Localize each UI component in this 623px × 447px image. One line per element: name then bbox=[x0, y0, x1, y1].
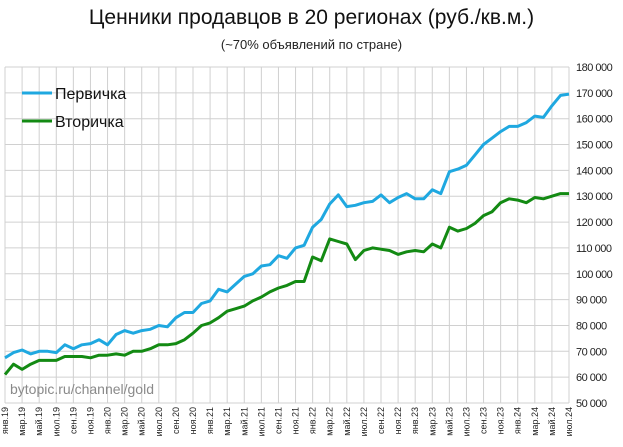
x-tick-label: мар.21 bbox=[222, 407, 232, 436]
y-tick-label: 80 000 bbox=[576, 320, 607, 332]
y-tick-label: 70 000 bbox=[576, 346, 607, 358]
y-tick-label: 120 000 bbox=[576, 217, 613, 229]
x-tick-label: июл.23 bbox=[461, 407, 471, 436]
x-tick-label: июл.21 bbox=[256, 407, 266, 436]
x-tick-label: май.23 bbox=[444, 407, 454, 436]
y-tick-label: 150 000 bbox=[576, 140, 613, 152]
x-tick-label: янв.23 bbox=[410, 407, 420, 434]
x-tick-label: ноя.22 bbox=[393, 407, 403, 434]
x-tick-label: сен.21 bbox=[273, 407, 283, 434]
y-tick-label: 180 000 bbox=[576, 62, 613, 74]
x-tick-label: сен.23 bbox=[479, 407, 489, 434]
x-tick-label: июл.22 bbox=[359, 407, 369, 436]
x-tick-label: ноя.23 bbox=[496, 407, 506, 434]
legend-label: Вторичка bbox=[55, 114, 124, 131]
x-tick-label: янв.19 bbox=[0, 407, 10, 434]
y-tick-label: 90 000 bbox=[576, 295, 607, 307]
x-tick-label: сен.20 bbox=[171, 407, 181, 434]
y-tick-label: 160 000 bbox=[576, 114, 613, 126]
x-tick-label: янв.22 bbox=[308, 407, 318, 434]
x-tick-label: мар.24 bbox=[530, 407, 540, 436]
x-tick-label: июл.24 bbox=[564, 407, 574, 436]
x-tick-label: июл.20 bbox=[154, 407, 164, 436]
x-tick-label: ноя.19 bbox=[85, 407, 95, 434]
x-tick-label: мар.19 bbox=[17, 407, 27, 436]
y-tick-label: 110 000 bbox=[576, 243, 612, 255]
x-tick-label: сен.22 bbox=[376, 407, 386, 434]
y-tick-label: 130 000 bbox=[576, 191, 613, 203]
chart-title: Ценники продавцов в 20 регионах (руб./кв… bbox=[88, 6, 535, 29]
chart-subtitle: (~70% объявлений по стране) bbox=[220, 37, 403, 52]
x-tick-label: ноя.21 bbox=[291, 407, 301, 434]
x-tick-label: мар.20 bbox=[120, 407, 130, 436]
x-tick-label: янв.20 bbox=[103, 407, 113, 434]
x-tick-label: май.21 bbox=[239, 407, 249, 436]
x-tick-label: мар.23 bbox=[427, 407, 437, 436]
series-line-secondary bbox=[3, 192, 569, 376]
x-tick-label: май.24 bbox=[547, 407, 557, 436]
x-tick-label: май.22 bbox=[342, 407, 352, 436]
series-line-primary bbox=[4, 92, 570, 360]
y-tick-label: 140 000 bbox=[576, 165, 613, 177]
x-tick-label: ноя.20 bbox=[188, 407, 198, 434]
y-tick-label: 100 000 bbox=[576, 269, 613, 281]
x-tick-label: июл.19 bbox=[51, 407, 61, 436]
x-tick-label: май.20 bbox=[137, 407, 147, 436]
y-tick-label: 50 000 bbox=[576, 398, 607, 410]
x-tick-label: мар.22 bbox=[325, 407, 335, 436]
x-tick-label: янв.24 bbox=[513, 407, 523, 434]
y-tick-label: 60 000 bbox=[576, 372, 607, 384]
x-tick-label: май.19 bbox=[34, 407, 44, 436]
legend-label: Первичка bbox=[55, 86, 126, 103]
x-tick-label: сен.19 bbox=[68, 407, 78, 434]
y-tick-label: 170 000 bbox=[576, 88, 613, 100]
watermark: bytopic.ru/channel/gold bbox=[10, 381, 154, 397]
x-tick-label: янв.21 bbox=[205, 407, 215, 434]
